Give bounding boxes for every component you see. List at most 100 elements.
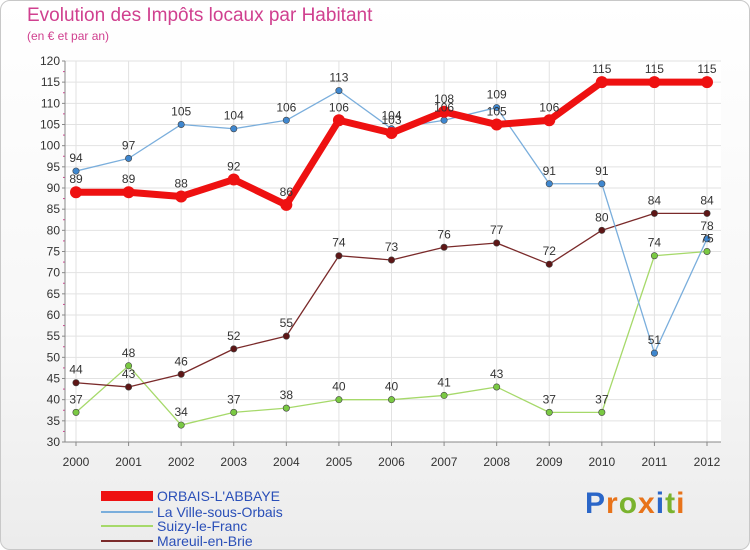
data-label-suizy-le-franc: 40 [385,380,399,394]
data-point-la-ville-sous-orbais [440,116,448,124]
logo-letter: x [638,487,656,520]
data-point-orbais-l-abbaye [332,114,345,127]
data-point-mareuil-en-brie [72,379,80,387]
legend-swatch-la-ville [101,511,153,513]
x-tick-label: 2009 [536,455,563,469]
data-label-orbais-l-abbaye: 106 [539,100,559,114]
data-label-mareuil-en-brie: 44 [69,363,83,377]
y-tick-label: 80 [47,223,61,237]
data-label-orbais-l-abbaye: 115 [645,62,664,76]
data-point-mareuil-en-brie [545,260,553,268]
data-label-orbais-l-abbaye: 108 [434,92,454,106]
data-point-la-ville-sous-orbais [650,349,658,357]
chart-subtitle: (en € et par an) [27,29,110,43]
data-point-suizy-le-franc [387,396,395,404]
y-tick-label: 65 [47,287,61,301]
data-label-la-ville-sous-orbais: 97 [122,138,136,152]
data-label-suizy-le-franc: 43 [490,367,504,381]
x-tick-label: 2006 [378,455,405,469]
x-tick-label: 2004 [273,455,300,469]
data-label-mareuil-en-brie: 55 [280,316,294,330]
data-point-suizy-le-franc [545,408,553,416]
data-point-suizy-le-franc [440,391,448,399]
data-label-la-ville-sous-orbais: 94 [69,151,83,165]
y-tick-label: 70 [47,266,61,280]
data-label-suizy-le-franc: 34 [174,405,188,419]
logo-letter: o [618,487,639,520]
y-tick-label: 105 [40,118,60,132]
data-label-la-ville-sous-orbais: 78 [700,219,714,233]
data-point-orbais-l-abbaye [701,76,713,89]
y-tick-label: 100 [40,139,60,153]
data-point-la-ville-sous-orbais [493,104,501,112]
data-label-orbais-l-abbaye: 106 [329,100,349,114]
data-label-orbais-l-abbaye: 103 [381,113,401,127]
x-tick-label: 2011 [642,455,668,469]
logo-letter: P [585,487,607,520]
legend-item-la-ville: La Ville-sous-Orbais [101,504,341,521]
legend-item-suizy: Suizy-le-Franc [101,518,341,535]
data-point-suizy-le-franc [177,421,185,429]
data-label-mareuil-en-brie: 46 [174,354,188,368]
x-tick-label: 2012 [694,455,721,469]
data-label-orbais-l-abbaye: 89 [69,172,83,186]
data-label-orbais-l-abbaye: 105 [487,105,507,119]
x-tick-label: 2000 [63,455,90,469]
data-label-suizy-le-franc: 37 [227,392,241,406]
data-label-suizy-le-franc: 37 [595,392,609,406]
x-tick-label: 2008 [483,455,510,469]
data-point-suizy-le-franc [598,408,606,416]
data-label-suizy-le-franc: 37 [543,392,557,406]
data-point-orbais-l-abbaye [122,186,135,199]
data-point-orbais-l-abbaye [490,118,503,131]
y-tick-label: 30 [47,435,61,449]
legend-swatch-orbais [101,491,153,501]
data-point-la-ville-sous-orbais [177,121,185,129]
data-label-orbais-l-abbaye: 115 [697,62,716,76]
data-label-mareuil-en-brie: 80 [595,210,609,224]
data-point-orbais-l-abbaye [543,114,556,127]
legend-swatch-mareuil [101,540,153,542]
data-point-la-ville-sous-orbais [282,116,290,124]
x-tick-label: 2005 [326,455,353,469]
data-point-mareuil-en-brie [282,332,290,340]
data-point-mareuil-en-brie [493,239,501,247]
data-point-la-ville-sous-orbais [230,125,238,133]
y-tick-label: 95 [47,160,61,174]
data-point-suizy-le-franc [72,408,80,416]
y-tick-label: 55 [47,329,61,343]
y-tick-label: 120 [40,54,60,68]
legend-label-orbais: ORBAIS-L'ABBAYE [157,488,281,504]
data-point-orbais-l-abbaye [438,105,451,118]
data-label-la-ville-sous-orbais: 106 [434,100,454,114]
x-tick-label: 2010 [588,455,615,469]
y-tick-label: 110 [41,96,60,110]
data-point-orbais-l-abbaye [648,76,661,89]
x-tick-label: 2001 [115,455,142,469]
x-tick-label: 2002 [168,455,195,469]
data-point-orbais-l-abbaye [70,186,82,199]
data-point-suizy-le-franc [125,362,133,370]
x-tick-label: 2003 [220,455,247,469]
data-label-orbais-l-abbaye: 86 [280,185,294,199]
data-label-suizy-le-franc: 48 [122,346,136,360]
data-label-mareuil-en-brie: 84 [700,193,714,207]
y-tick-label: 85 [47,202,61,216]
data-label-suizy-le-franc: 40 [332,380,346,394]
data-point-suizy-le-franc [335,396,343,404]
data-label-suizy-le-franc: 41 [437,375,451,389]
legend-item-orbais: ORBAIS-L'ABBAYE [101,488,341,505]
logo-letter: i [655,487,666,520]
y-tick-label: 75 [47,245,61,259]
data-label-mareuil-en-brie: 77 [490,223,504,237]
data-point-suizy-le-franc [282,404,290,412]
data-point-mareuil-en-brie [125,383,133,391]
data-label-la-ville-sous-orbais: 113 [329,71,348,85]
legend-label-mareuil: Mareuil-en-Brie [157,533,253,549]
data-label-orbais-l-abbaye: 89 [122,172,136,186]
data-point-mareuil-en-brie [335,252,343,260]
data-point-mareuil-en-brie [598,226,606,234]
data-point-mareuil-en-brie [650,209,658,217]
data-label-orbais-l-abbaye: 115 [592,62,611,76]
data-point-la-ville-sous-orbais [703,235,711,243]
